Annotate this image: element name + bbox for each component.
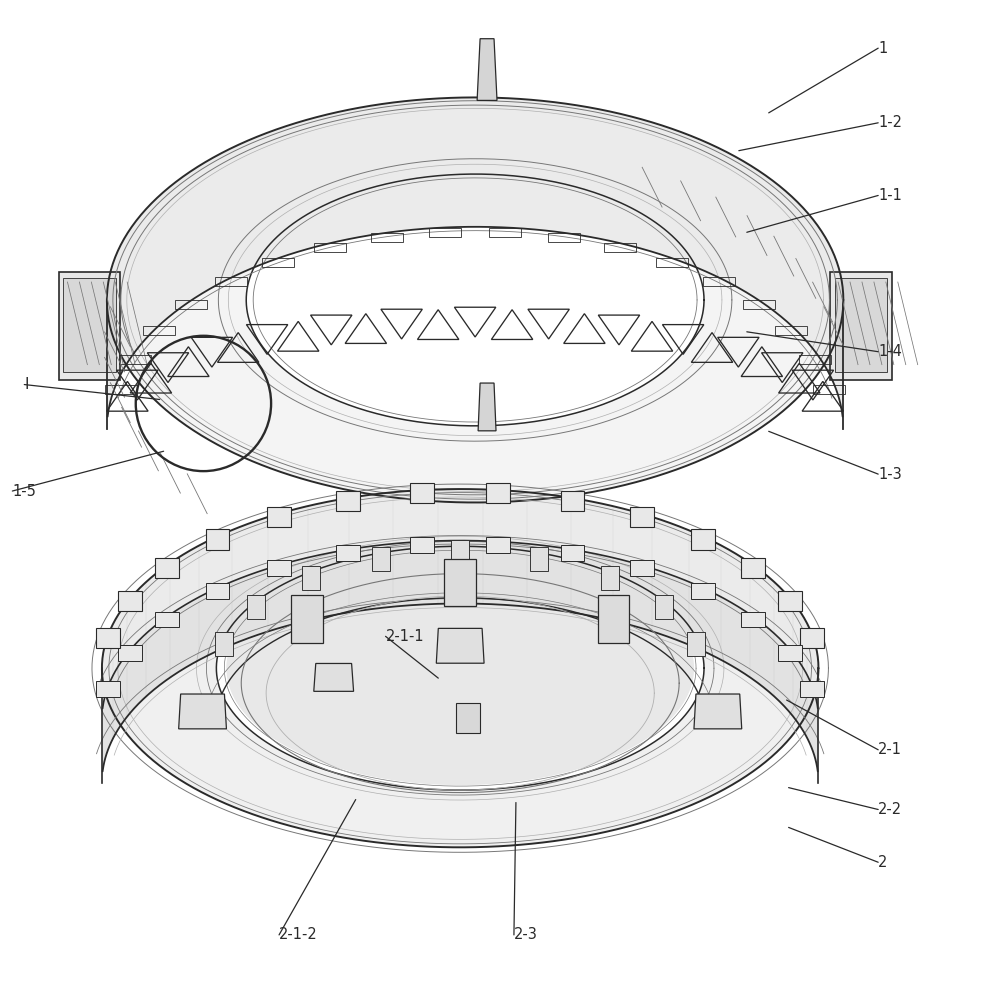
Text: 1-3: 1-3 bbox=[878, 467, 902, 482]
Polygon shape bbox=[155, 558, 179, 578]
Text: 2-3: 2-3 bbox=[514, 927, 538, 942]
Polygon shape bbox=[103, 489, 818, 771]
Polygon shape bbox=[436, 629, 484, 664]
Text: 2: 2 bbox=[878, 854, 888, 869]
Polygon shape bbox=[336, 545, 360, 561]
Polygon shape bbox=[486, 483, 510, 503]
Polygon shape bbox=[107, 98, 843, 502]
Polygon shape bbox=[687, 632, 705, 656]
Polygon shape bbox=[267, 560, 291, 576]
Polygon shape bbox=[691, 583, 715, 599]
Polygon shape bbox=[486, 537, 510, 553]
Text: 1-1: 1-1 bbox=[878, 188, 902, 203]
Polygon shape bbox=[778, 591, 802, 612]
Polygon shape bbox=[206, 530, 229, 550]
Polygon shape bbox=[778, 645, 802, 661]
Polygon shape bbox=[302, 566, 320, 590]
Polygon shape bbox=[206, 583, 229, 599]
Polygon shape bbox=[215, 632, 233, 656]
Polygon shape bbox=[372, 547, 390, 571]
Polygon shape bbox=[830, 272, 892, 379]
Polygon shape bbox=[691, 530, 715, 550]
Polygon shape bbox=[96, 682, 120, 697]
Polygon shape bbox=[410, 537, 434, 553]
Text: 2-2: 2-2 bbox=[878, 802, 902, 817]
Text: 1-4: 1-4 bbox=[878, 344, 902, 359]
Polygon shape bbox=[291, 595, 323, 643]
Polygon shape bbox=[800, 682, 824, 697]
Polygon shape bbox=[336, 491, 360, 511]
Polygon shape bbox=[63, 278, 116, 371]
Polygon shape bbox=[741, 612, 765, 628]
Polygon shape bbox=[102, 489, 818, 847]
Polygon shape bbox=[561, 491, 584, 511]
Text: 2-1-1: 2-1-1 bbox=[386, 629, 424, 644]
Polygon shape bbox=[108, 98, 843, 416]
Polygon shape bbox=[103, 541, 818, 771]
Polygon shape bbox=[598, 595, 629, 643]
Polygon shape bbox=[655, 595, 673, 619]
Polygon shape bbox=[179, 694, 226, 729]
Polygon shape bbox=[314, 664, 354, 692]
Polygon shape bbox=[96, 628, 120, 648]
Polygon shape bbox=[741, 558, 765, 578]
Polygon shape bbox=[630, 507, 654, 527]
Polygon shape bbox=[630, 560, 654, 576]
Polygon shape bbox=[561, 545, 584, 561]
Polygon shape bbox=[59, 272, 120, 379]
Text: 2-1: 2-1 bbox=[878, 743, 902, 757]
Polygon shape bbox=[247, 595, 265, 619]
Polygon shape bbox=[601, 566, 619, 590]
Text: 2-1-2: 2-1-2 bbox=[279, 927, 318, 942]
Polygon shape bbox=[267, 507, 291, 527]
Polygon shape bbox=[155, 612, 179, 628]
Polygon shape bbox=[694, 694, 742, 729]
Text: 1-5: 1-5 bbox=[12, 484, 36, 499]
Polygon shape bbox=[118, 591, 142, 612]
Polygon shape bbox=[410, 483, 434, 503]
Polygon shape bbox=[451, 540, 469, 564]
Text: 1: 1 bbox=[878, 41, 887, 56]
Text: 1-2: 1-2 bbox=[878, 116, 902, 131]
Polygon shape bbox=[444, 559, 476, 607]
Polygon shape bbox=[477, 39, 497, 101]
Polygon shape bbox=[226, 551, 694, 785]
Polygon shape bbox=[530, 547, 548, 571]
Polygon shape bbox=[835, 278, 887, 371]
Text: I: I bbox=[24, 377, 29, 392]
Polygon shape bbox=[118, 645, 142, 661]
Polygon shape bbox=[800, 628, 824, 648]
Polygon shape bbox=[456, 703, 480, 733]
Polygon shape bbox=[478, 383, 496, 431]
